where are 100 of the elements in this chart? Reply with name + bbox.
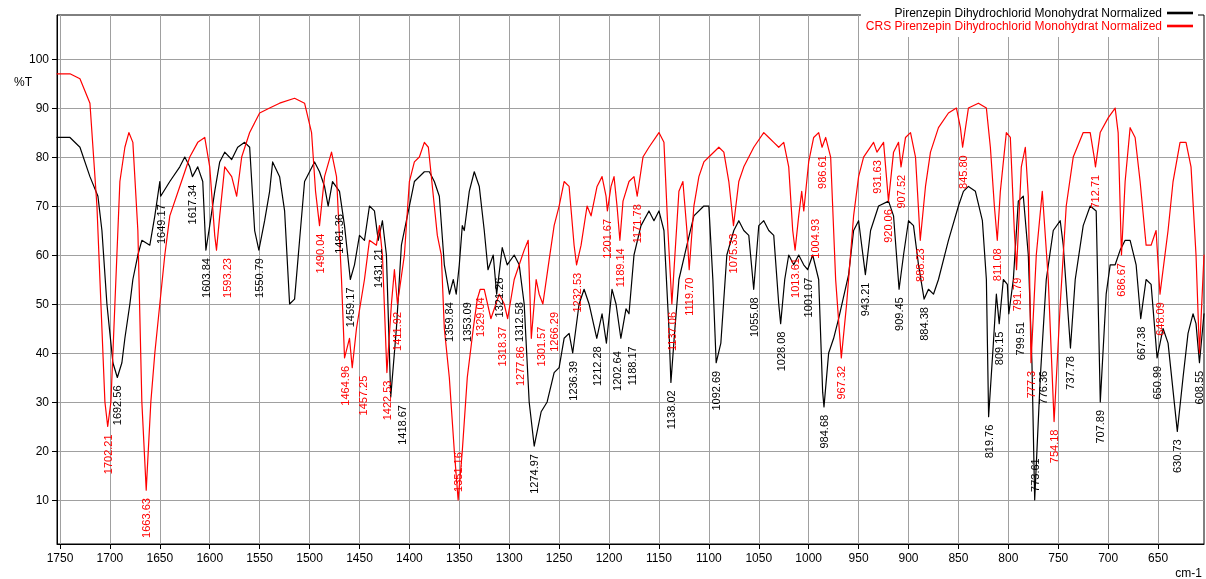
y-tick-label: 100 [28, 52, 50, 67]
y-axis-title: %T [14, 75, 33, 89]
annotation: 967.32 [835, 365, 848, 400]
annotation: 943.21 [859, 282, 872, 317]
annotation: 707.89 [1094, 409, 1107, 444]
annotation: 888.23 [914, 248, 927, 282]
annotation: 986.61 [816, 155, 829, 189]
legend-label: Pirenzepin Dihydrochlorid Monohydrat Normalized [894, 6, 1162, 20]
x-axis-title: cm-1 [1175, 566, 1203, 579]
annotation: 791.79 [1010, 277, 1023, 312]
annotation: 650.99 [1151, 365, 1164, 400]
annotation: 1490.04 [313, 233, 326, 274]
annotation: 1353.09 [461, 302, 474, 342]
x-tick-label: 700 [1098, 551, 1119, 565]
x-tick-label: 900 [898, 551, 919, 565]
annotation: 1001.07 [801, 277, 814, 318]
annotation: 1649.17 [154, 204, 167, 244]
annotation: 1702.21 [101, 434, 114, 475]
x-tick-label: 1600 [196, 551, 224, 565]
annotation: 1013.61 [789, 258, 802, 298]
x-tick-label: 1050 [745, 551, 773, 565]
legend-label: CRS Pirenzepin Dihydrochlorid Monohydrat Normalized [865, 19, 1162, 33]
annotation: 931.63 [870, 160, 883, 194]
annotation: 1028.08 [774, 331, 787, 372]
annotation: 1550.79 [252, 258, 265, 298]
x-tick-label: 650 [1148, 551, 1169, 565]
annotation: 1301.57 [534, 326, 547, 367]
annotation: 648.09 [1153, 302, 1166, 336]
y-tick-label: 30 [35, 394, 50, 409]
annotation: 754.18 [1048, 429, 1061, 464]
annotation: 1201.67 [601, 218, 614, 259]
y-tick-label: 60 [35, 248, 50, 263]
y-tick-label: 90 [35, 101, 50, 116]
y-tick-label: 10 [35, 492, 50, 507]
x-tick-label: 1250 [545, 551, 573, 565]
annotation: 1422.53 [380, 380, 393, 421]
annotation: 1266.29 [547, 311, 560, 352]
annotation: 1119.70 [683, 277, 696, 316]
x-tick-label: 850 [948, 551, 969, 565]
y-tick-label: 40 [35, 345, 50, 360]
annotation: 907.52 [895, 174, 908, 209]
annotation: 1004.93 [808, 218, 821, 259]
y-tick-label: 20 [35, 443, 50, 458]
y-tick-label: 50 [35, 296, 50, 311]
x-tick-label: 1700 [96, 551, 124, 565]
annotation: 1481.36 [333, 214, 346, 254]
x-tick-label: 1100 [695, 551, 723, 565]
annotation: 1593.23 [221, 258, 234, 298]
annotation: 1329.04 [474, 297, 487, 338]
annotation: 1603.84 [199, 258, 212, 298]
annotation: 1411.92 [391, 311, 404, 351]
x-tick-label: 750 [1048, 551, 1069, 565]
annotation: 799.51 [1013, 321, 1026, 356]
annotation: 667.38 [1134, 326, 1147, 361]
annotation: 811.08 [991, 248, 1004, 282]
annotation: 1092.69 [710, 370, 723, 411]
annotation: 819.76 [982, 424, 995, 459]
x-tick-label: 800 [998, 551, 1019, 565]
annotation: 1312.58 [512, 302, 525, 342]
annotation: 1189.14 [613, 248, 626, 288]
x-tick-label: 1450 [346, 551, 374, 565]
annotation: 1138.02 [664, 390, 677, 430]
x-tick-label: 1300 [495, 551, 523, 565]
annotation: 909.45 [893, 297, 906, 331]
annotation: 737.78 [1064, 356, 1077, 390]
annotation: 1692.56 [111, 385, 124, 426]
annotation: 845.80 [956, 155, 969, 189]
annotation: 1359.84 [443, 302, 456, 342]
annotation: 1202.64 [611, 351, 624, 391]
x-tick-label: 1750 [46, 551, 74, 565]
annotation: 809.15 [993, 331, 1006, 366]
annotation: 630.73 [1171, 439, 1184, 473]
annotation: 920.06 [882, 209, 895, 243]
x-tick-label: 1550 [246, 551, 274, 565]
x-tick-label: 1400 [396, 551, 424, 565]
annotation: 1617.34 [186, 184, 199, 225]
y-tick-label: 70 [35, 199, 50, 214]
annotation: 1236.39 [566, 360, 579, 401]
annotation: 1459.17 [344, 287, 357, 328]
annotation: 1418.67 [395, 405, 408, 445]
annotation: 1171.78 [631, 204, 644, 244]
annotation: 712.71 [1089, 174, 1102, 209]
x-tick-label: 1200 [595, 551, 623, 565]
x-tick-label: 1000 [795, 551, 823, 565]
x-tick-label: 1650 [146, 551, 174, 565]
annotation: 984.68 [817, 414, 830, 449]
x-tick-label: 1350 [445, 551, 473, 565]
annotation: 1277.86 [514, 346, 527, 387]
annotation: 686.67 [1115, 263, 1128, 297]
annotation: 1232.53 [570, 272, 583, 313]
annotation: 1457.25 [357, 375, 370, 416]
annotation: 1055.08 [747, 297, 760, 338]
annotation: 1137.06 [665, 311, 678, 351]
annotation: 608.55 [1193, 370, 1206, 405]
x-tick-label: 1150 [646, 551, 673, 565]
annotation: 1274.97 [528, 454, 541, 494]
annotation: 1318.37 [495, 326, 508, 367]
annotation: 1075.33 [727, 233, 740, 274]
annotation: 777.3 [1025, 370, 1037, 399]
annotation: 1188.17 [625, 346, 638, 386]
